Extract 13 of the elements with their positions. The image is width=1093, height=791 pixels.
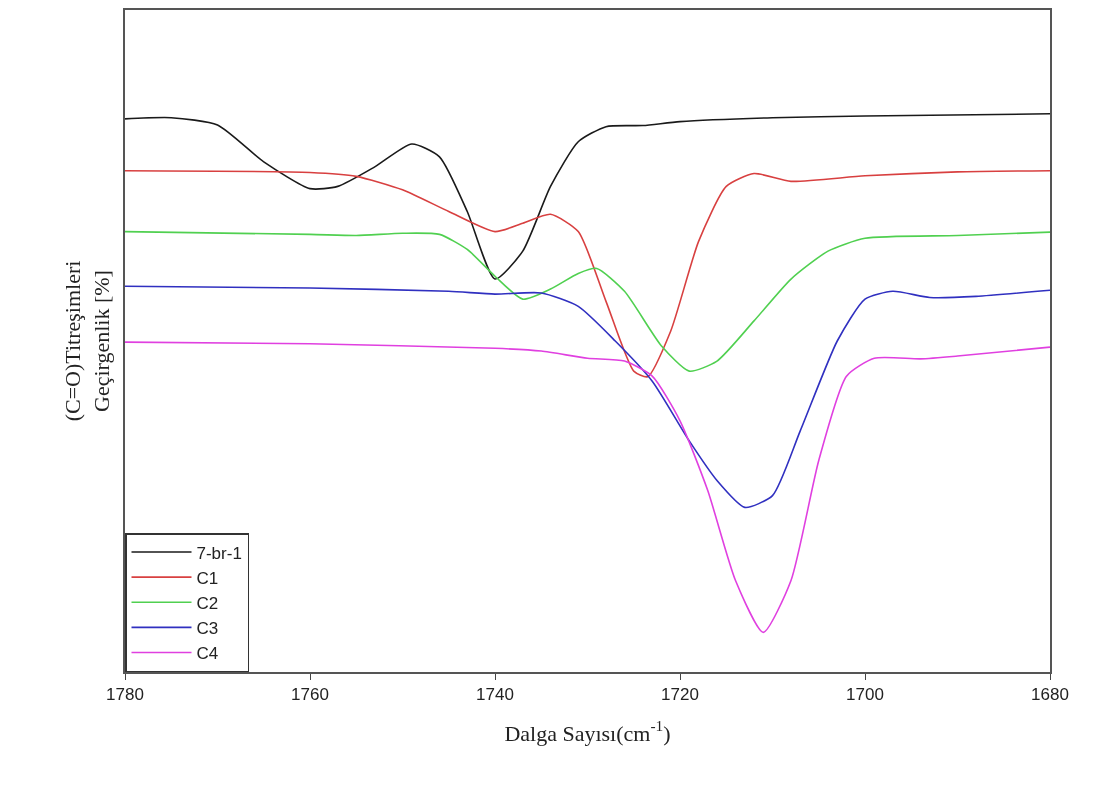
legend-label: C3 [196,618,219,638]
x-tick-label: 1780 [106,685,144,705]
x-tick-label: 1760 [291,685,329,705]
legend-label: C1 [196,568,219,588]
legend-label: 7-br-1 [196,543,242,563]
x-tick-label: 1720 [661,685,699,705]
x-axis-title: Dalga Sayısı(cm$^{-1}$) [504,717,671,746]
x-tick-label: 1700 [846,685,884,705]
x-tick-label: 1740 [476,685,514,705]
x-tick-label: 1680 [1031,685,1069,705]
legend-label: C2 [196,593,219,613]
legend-label: C4 [196,644,219,664]
y-axis-title: (C=O)Titreşimleri Geçirgenlik [%] [59,260,114,422]
